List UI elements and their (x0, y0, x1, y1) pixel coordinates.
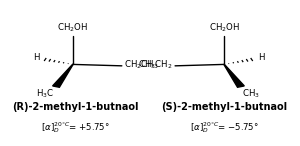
Text: CH$_2$OH: CH$_2$OH (208, 22, 240, 34)
Polygon shape (224, 64, 244, 87)
Text: H: H (33, 53, 39, 62)
Text: (S)-2-methyl-1-butnaol: (S)-2-methyl-1-butnaol (161, 102, 287, 112)
Text: CH$_3$: CH$_3$ (242, 88, 260, 100)
Text: $[\alpha]_D^{20°C}$= +5.75°: $[\alpha]_D^{20°C}$= +5.75° (41, 120, 110, 135)
Text: CH$_3$CH$_2$: CH$_3$CH$_2$ (138, 59, 173, 71)
Text: CH$_2$OH: CH$_2$OH (57, 22, 88, 34)
Text: H: H (258, 53, 264, 62)
Text: CH$_2$CH$_3$: CH$_2$CH$_3$ (124, 59, 159, 71)
Polygon shape (52, 64, 73, 87)
Text: H$_3$C: H$_3$C (36, 88, 55, 100)
Text: $[\alpha]_D^{20°C}$= $-$5.75°: $[\alpha]_D^{20°C}$= $-$5.75° (190, 120, 259, 135)
Text: (R)-2-methyl-1-butnaol: (R)-2-methyl-1-butnaol (12, 102, 139, 112)
